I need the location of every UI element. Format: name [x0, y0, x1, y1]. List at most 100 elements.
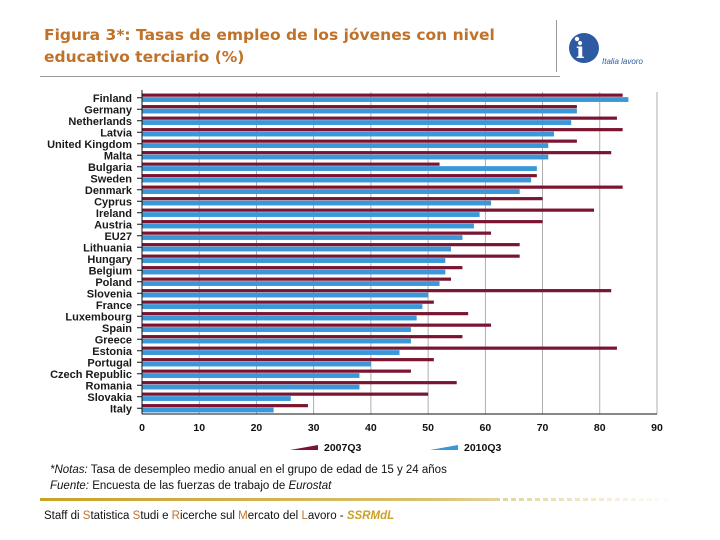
bar-2007q3: [142, 323, 492, 327]
category-label: EU27: [104, 231, 132, 243]
italia-lavoro-logo: i Italia lavoro: [566, 26, 656, 72]
bar-2007q3: [142, 220, 543, 224]
bar-2010q3: [142, 177, 532, 183]
bar-2007q3: [142, 335, 463, 339]
category-label: Poland: [95, 277, 132, 289]
category-label: Germany: [84, 104, 133, 116]
category-label: Portugal: [87, 357, 132, 369]
bar-2010q3: [142, 361, 371, 367]
bar-2007q3: [142, 369, 411, 373]
logo-glyph: i: [576, 38, 584, 64]
legend-swatch-2010q3: [430, 445, 458, 450]
bar-2007q3: [142, 139, 577, 143]
bar-2007q3: [142, 346, 617, 350]
bar-2010q3: [142, 120, 572, 125]
bar-2010q3: [142, 154, 549, 160]
bar-2007q3: [142, 151, 612, 155]
footer-initial: S: [132, 510, 141, 522]
bar-2010q3: [142, 338, 411, 344]
source-line: Fuente: Encuesta de las fuerzas de traba…: [50, 478, 447, 494]
bar-2010q3: [142, 269, 446, 275]
legend-swatch-2007q3: [290, 445, 318, 450]
category-label: France: [96, 300, 132, 312]
bar-2010q3: [142, 212, 480, 217]
bar-2007q3: [142, 254, 520, 258]
category-label: Ireland: [96, 208, 132, 220]
bar-2007q3: [142, 289, 612, 293]
category-label: Sweden: [90, 173, 132, 185]
bar-2010q3: [142, 143, 549, 148]
bar-2007q3: [142, 128, 623, 132]
x-tick-label: 70: [537, 422, 549, 434]
category-label: Belgium: [89, 265, 133, 277]
footer-brand: SSRMdL: [346, 510, 395, 522]
footer-part: avoro -: [307, 510, 347, 522]
category-label: Romania: [86, 380, 133, 392]
bar-2007q3: [142, 300, 434, 304]
bar-2007q3: [142, 197, 543, 201]
note-line: *Notas: Tasa de desempleo medio anual en…: [50, 462, 447, 478]
bar-2010q3: [142, 327, 411, 332]
title-line-2: educativo terciario (%): [44, 48, 245, 66]
notes: *Notas: Tasa de desempleo medio anual en…: [50, 462, 447, 494]
source-text: Encuesta de las fuerzas de trabajo de: [89, 480, 289, 492]
footer: Staff di Statistica Studi e Ricerche sul…: [44, 510, 394, 522]
category-label: Hungary: [87, 254, 133, 266]
bar-2010q3: [142, 281, 440, 286]
source-label: Fuente:: [50, 480, 89, 492]
category-label: Malta: [104, 150, 133, 162]
category-label: Greece: [95, 334, 132, 346]
bar-2010q3: [142, 258, 446, 263]
category-label: Netherlands: [68, 116, 132, 128]
footer-part: tatistica: [90, 510, 133, 522]
header-vertical-divider: [556, 20, 557, 72]
legend-label-2007q3: 2007Q3: [324, 442, 362, 454]
x-tick-label: 30: [308, 422, 320, 434]
bar-2010q3: [142, 373, 360, 378]
footer-part: icerche sul: [179, 510, 239, 522]
category-label: Italy: [110, 403, 133, 415]
category-label: Cyprus: [94, 196, 132, 208]
note-text: Tasa de desempleo medio anual en el grup…: [87, 464, 447, 476]
bar-2007q3: [142, 162, 440, 166]
x-tick-label: 90: [651, 422, 663, 434]
note-label: *Notas:: [50, 464, 88, 476]
x-axis: 0 10 20 30 40 50 60 70 80 90: [139, 90, 663, 434]
bar-2010q3: [142, 97, 629, 102]
bar-2010q3: [142, 407, 274, 413]
footer-divider-dashes: [500, 498, 680, 501]
bar-2007q3: [142, 93, 623, 97]
bar-2010q3: [142, 384, 360, 390]
x-tick-label: 50: [422, 422, 434, 434]
bar-2010q3: [142, 246, 451, 252]
bar-2010q3: [142, 223, 474, 229]
bar-2007q3: [142, 231, 492, 235]
category-label: Slovakia: [87, 392, 133, 404]
bar-2007q3: [142, 174, 537, 178]
bar-2010q3: [142, 304, 423, 309]
category-label: Bulgaria: [88, 162, 133, 174]
x-tick-label: 10: [193, 422, 205, 434]
bar-2007q3: [142, 185, 623, 189]
bar-2010q3: [142, 131, 554, 137]
bar-2010q3: [142, 350, 400, 355]
footer-initial: R: [171, 510, 180, 522]
x-tick-label: 40: [365, 422, 377, 434]
title-line-1: Figura 3*: Tasas de empleo de los jóvene…: [44, 26, 495, 44]
category-label: Estonia: [92, 346, 133, 358]
x-tick-label: 20: [251, 422, 263, 434]
bar-2010q3: [142, 315, 417, 321]
chart-title: Figura 3*: Tasas de empleo de los jóvene…: [44, 24, 544, 68]
bar-2007q3: [142, 404, 308, 408]
bar-2010q3: [142, 292, 429, 298]
bar-2007q3: [142, 266, 463, 270]
bar-2010q3: [142, 189, 520, 194]
bar-2007q3: [142, 243, 520, 247]
footer-divider: [40, 498, 680, 501]
legend: 2007Q3 2010Q3: [290, 442, 502, 454]
category-label: Czech Republic: [50, 369, 132, 381]
category-label: Spain: [102, 323, 132, 335]
bar-2007q3: [142, 105, 577, 109]
